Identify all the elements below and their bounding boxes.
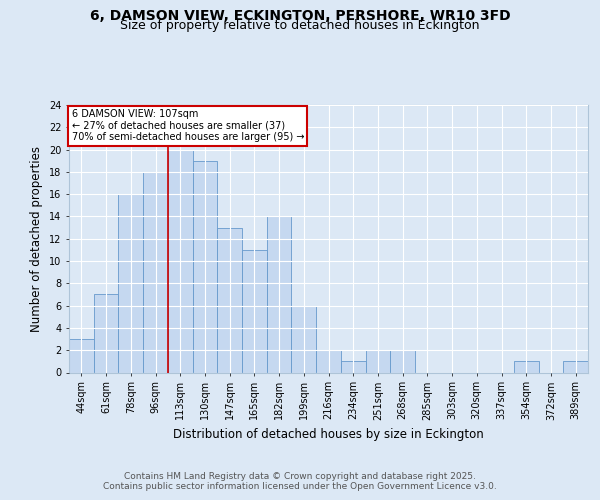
Bar (341, 362, 365, 372)
Bar (514, 362, 539, 372)
Text: 6, DAMSON VIEW, ECKINGTON, PERSHORE, WR10 3FD: 6, DAMSON VIEW, ECKINGTON, PERSHORE, WR1… (89, 9, 511, 23)
Bar (292, 306, 316, 372)
Bar (94, 294, 118, 372)
Bar (118, 194, 143, 372)
Bar (316, 350, 341, 372)
Y-axis label: Number of detached properties: Number of detached properties (31, 146, 43, 332)
Text: 6 DAMSON VIEW: 107sqm
← 27% of detached houses are smaller (37)
70% of semi-deta: 6 DAMSON VIEW: 107sqm ← 27% of detached … (71, 109, 304, 142)
Bar (242, 250, 267, 372)
Text: Size of property relative to detached houses in Eckington: Size of property relative to detached ho… (120, 19, 480, 32)
X-axis label: Distribution of detached houses by size in Eckington: Distribution of detached houses by size … (173, 428, 484, 441)
Bar (143, 172, 168, 372)
Text: Contains public sector information licensed under the Open Government Licence v3: Contains public sector information licen… (103, 482, 497, 491)
Bar (69, 339, 94, 372)
Bar (193, 160, 217, 372)
Bar (217, 228, 242, 372)
Bar (563, 362, 588, 372)
Text: Contains HM Land Registry data © Crown copyright and database right 2025.: Contains HM Land Registry data © Crown c… (124, 472, 476, 481)
Bar (390, 350, 415, 372)
Bar (267, 216, 292, 372)
Bar (365, 350, 390, 372)
Bar (168, 150, 193, 372)
